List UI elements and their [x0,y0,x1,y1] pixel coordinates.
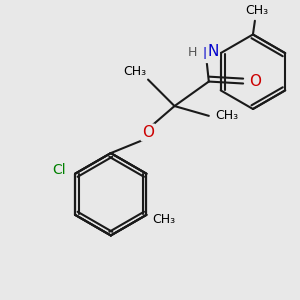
Text: Cl: Cl [52,163,66,177]
Text: CH₃: CH₃ [152,213,176,226]
Text: CH₃: CH₃ [245,4,268,17]
Text: O: O [249,74,261,89]
Text: N: N [202,46,214,62]
Text: O: O [142,125,154,140]
Text: N: N [207,44,218,59]
Text: CH₃: CH₃ [123,65,146,78]
Text: H: H [188,46,197,59]
Text: CH₃: CH₃ [215,110,238,122]
